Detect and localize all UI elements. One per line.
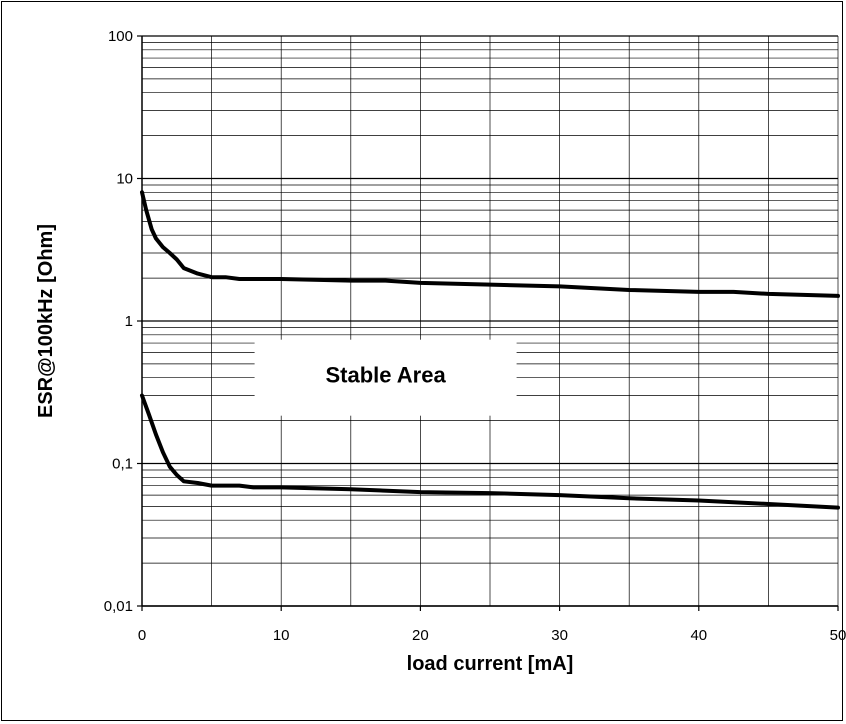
y-tick-label: 0,1 <box>112 456 133 473</box>
x-tick-label: 30 <box>551 627 568 644</box>
y-axis-title: ESR@100kHz [Ohm] <box>35 224 57 418</box>
x-tick-label: 20 <box>412 627 429 644</box>
y-tick-label: 100 <box>108 28 133 45</box>
stable-area-label-background <box>254 339 517 416</box>
y-tick-label: 0,01 <box>104 598 133 615</box>
x-axis-title: load current [mA] <box>407 653 574 675</box>
stable-area-label: Stable Area <box>325 362 446 387</box>
grid <box>137 35 839 611</box>
series-upper-limit-line <box>140 190 840 298</box>
series-lower-limit-line <box>140 393 840 510</box>
y-tick-label: 10 <box>116 171 133 188</box>
y-tick-label: 1 <box>125 313 133 330</box>
x-tick-label: 0 <box>138 627 146 644</box>
tick-labels: 0,01 0,1 1 10 100 0 10 20 30 40 50 <box>104 28 846 644</box>
series-layer <box>140 190 840 510</box>
x-tick-label: 50 <box>830 627 846 644</box>
x-tick-label: 10 <box>273 627 290 644</box>
x-tick-label: 40 <box>690 627 707 644</box>
